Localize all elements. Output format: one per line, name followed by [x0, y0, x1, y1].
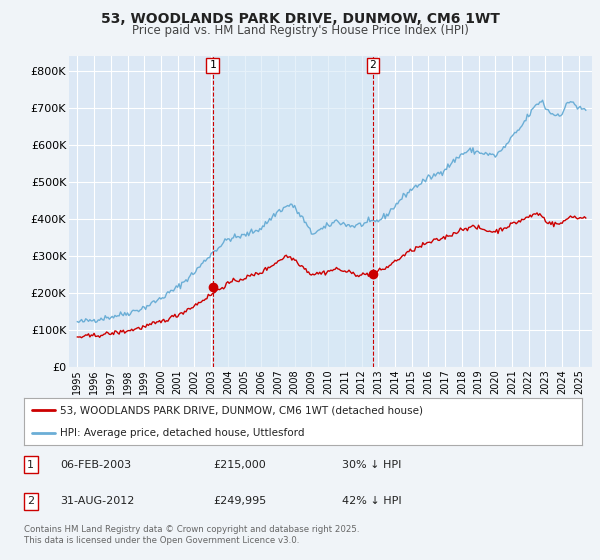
Text: HPI: Average price, detached house, Uttlesford: HPI: Average price, detached house, Uttl…	[60, 428, 305, 438]
Text: 2: 2	[370, 60, 376, 71]
Text: 30% ↓ HPI: 30% ↓ HPI	[342, 460, 401, 470]
Text: 06-FEB-2003: 06-FEB-2003	[60, 460, 131, 470]
Bar	[212, 56, 373, 367]
Text: £215,000: £215,000	[214, 460, 266, 470]
Text: 53, WOODLANDS PARK DRIVE, DUNMOW, CM6 1WT: 53, WOODLANDS PARK DRIVE, DUNMOW, CM6 1W…	[101, 12, 499, 26]
Text: 1: 1	[209, 60, 216, 71]
Text: 2: 2	[27, 496, 34, 506]
Text: 42% ↓ HPI: 42% ↓ HPI	[342, 496, 401, 506]
Text: £249,995: £249,995	[214, 496, 267, 506]
Text: Price paid vs. HM Land Registry's House Price Index (HPI): Price paid vs. HM Land Registry's House …	[131, 24, 469, 36]
Text: 31-AUG-2012: 31-AUG-2012	[60, 496, 134, 506]
Text: 53, WOODLANDS PARK DRIVE, DUNMOW, CM6 1WT (detached house): 53, WOODLANDS PARK DRIVE, DUNMOW, CM6 1W…	[60, 405, 423, 416]
Text: Contains HM Land Registry data © Crown copyright and database right 2025.
This d: Contains HM Land Registry data © Crown c…	[24, 525, 359, 545]
Text: 1: 1	[27, 460, 34, 470]
